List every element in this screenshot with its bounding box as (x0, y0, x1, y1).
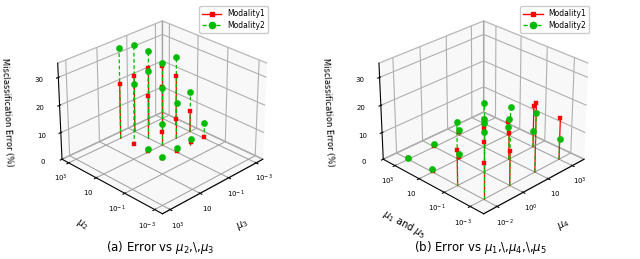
Text: (a) Error vs $\mu_2$,\,$\mu_3$: (a) Error vs $\mu_2$,\,$\mu_3$ (106, 239, 214, 256)
Legend: Modality1, Modality2: Modality1, Modality2 (199, 6, 268, 33)
Y-axis label: $\mu_1$ and $\mu_5$: $\mu_1$ and $\mu_5$ (380, 207, 428, 242)
X-axis label: $\mu_4$: $\mu_4$ (556, 216, 572, 233)
Y-axis label: $\mu_2$: $\mu_2$ (74, 217, 91, 233)
Legend: Modality1, Modality2: Modality1, Modality2 (520, 6, 589, 33)
X-axis label: $\mu_3$: $\mu_3$ (234, 217, 250, 233)
Text: (b) Error vs $\mu_1$,\,$\mu_4$,\,$\mu_5$: (b) Error vs $\mu_1$,\,$\mu_4$,\,$\mu_5$ (413, 239, 547, 256)
